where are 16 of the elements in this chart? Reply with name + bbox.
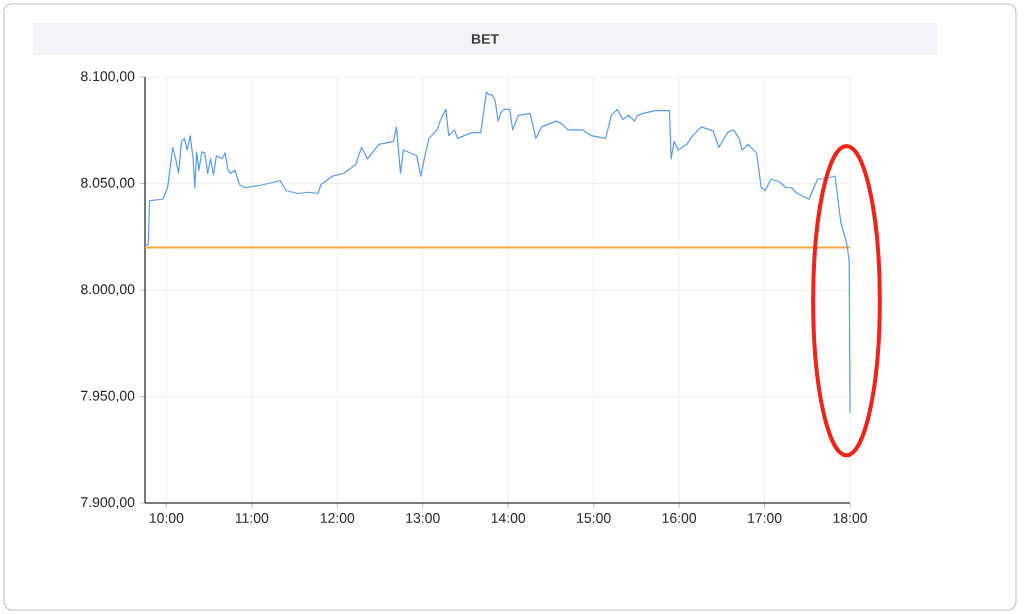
x-tick-label: 17:00	[748, 513, 782, 523]
y-tick-label: 8.100,00	[81, 71, 135, 83]
x-tick-label: 11:00	[235, 513, 269, 523]
x-tick-label: 13:00	[406, 513, 440, 523]
line-series	[144, 91, 851, 414]
x-tick-label: 14:00	[491, 513, 526, 523]
x-tick-label: 15:00	[577, 513, 611, 523]
y-tick-label: 7.900,00	[81, 497, 135, 509]
x-tick-label: 16:00	[662, 513, 697, 523]
x-tick-label: 18:00	[833, 513, 867, 523]
chart-title: BET	[471, 34, 499, 44]
y-tick-label: 8.050,00	[81, 177, 135, 190]
x-tick-label: 10:00	[149, 513, 184, 523]
y-tick-label: 8.000,00	[81, 284, 135, 296]
y-tick-label: 7.950,00	[81, 390, 135, 403]
x-tick-label: 12:00	[320, 513, 355, 523]
